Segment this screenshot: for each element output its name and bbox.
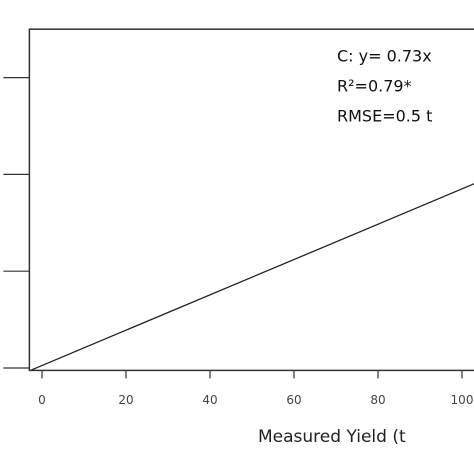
x-tick-label: 0 [38, 393, 46, 407]
annotation: R²=0.79* [337, 77, 412, 96]
x-axis-title: Measured Yield (t [258, 427, 406, 447]
annotation: C: y= 0.73x [337, 47, 432, 66]
x-tick-label: 80 [370, 393, 385, 407]
x-tick-label: 20 [118, 393, 133, 407]
fit-line [31, 183, 474, 371]
x-tick-label: 40 [202, 393, 217, 407]
plot-frame [28, 28, 474, 372]
x-tick-label: 100 [451, 393, 474, 407]
x-tick-label: 60 [286, 393, 301, 407]
annotation: RMSE=0.5 t [337, 107, 432, 126]
